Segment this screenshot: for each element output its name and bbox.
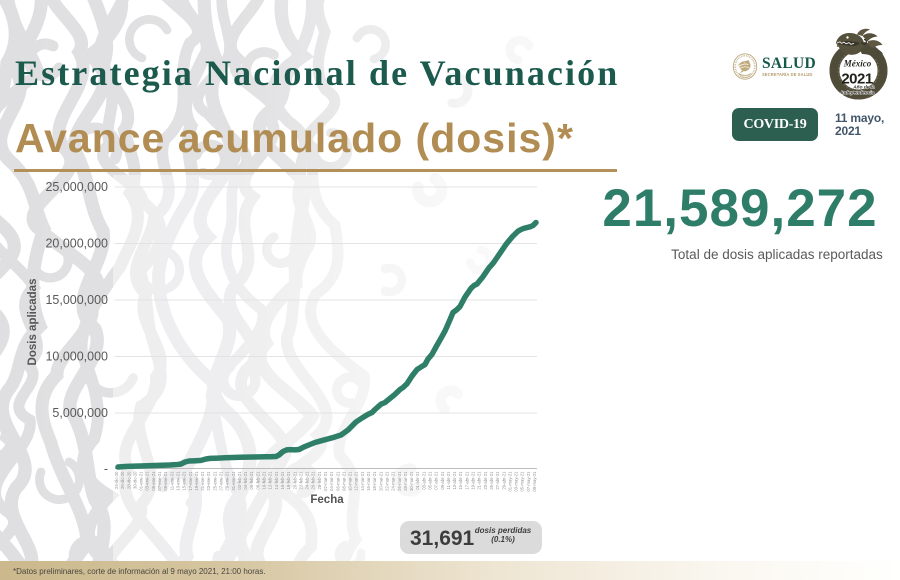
svg-text:04-mar-21: 04-mar-21 [329,471,334,491]
svg-text:23-ene-21: 23-ene-21 [206,471,211,491]
svg-text:22-mar-21: 22-mar-21 [385,471,390,491]
svg-text:15-ene-21: 15-ene-21 [182,471,187,491]
svg-text:02-mar-21: 02-mar-21 [323,471,328,491]
svg-text:07-abr-21: 07-abr-21 [434,471,439,490]
svg-text:19-abr-21: 19-abr-21 [471,471,476,490]
svg-text:02-feb-21: 02-feb-21 [237,471,242,490]
svg-text:20-mar-21: 20-mar-21 [378,471,383,491]
svg-text:06-mar-21: 06-mar-21 [335,471,340,491]
svg-text:17-ene-21: 17-ene-21 [188,471,193,491]
svg-text:Dosis aplicadas: Dosis aplicadas [27,279,39,366]
svg-text:11-abr-21: 11-abr-21 [446,471,451,490]
svg-text:20,000,000: 20,000,000 [45,237,108,251]
svg-text:19-ene-21: 19-ene-21 [194,471,199,491]
svg-text:15,000,000: 15,000,000 [45,293,108,307]
svg-text:22-feb-21: 22-feb-21 [298,471,303,490]
svg-text:30-mar-21: 30-mar-21 [409,471,414,491]
svg-text:01-abr-21: 01-abr-21 [415,471,420,490]
svg-text:03-ene-21: 03-ene-21 [145,471,150,491]
svg-text:31-ene-21: 31-ene-21 [231,471,236,491]
svg-text:Fecha: Fecha [310,494,344,506]
svg-text:México: México [843,59,872,69]
svg-text:10-feb-21: 10-feb-21 [262,471,267,490]
svg-text:13-abr-21: 13-abr-21 [452,471,457,490]
svg-text:15-abr-21: 15-abr-21 [458,471,463,490]
svg-text:27-ene-21: 27-ene-21 [219,471,224,491]
svg-text:29-abr-21: 29-abr-21 [501,471,506,490]
svg-text:12-mar-21: 12-mar-21 [354,471,359,491]
svg-text:26-mar-21: 26-mar-21 [397,471,402,491]
svg-text:27-abr-21: 27-abr-21 [495,471,500,490]
svg-text:16-feb-21: 16-feb-21 [280,471,285,490]
svg-text:13-ene-21: 13-ene-21 [176,471,181,491]
svg-text:16-mar-21: 16-mar-21 [366,471,371,491]
svg-text:04-feb-21: 04-feb-21 [243,471,248,490]
svg-text:25,000,000: 25,000,000 [45,180,108,194]
svg-text:03-may-21: 03-may-21 [514,471,519,492]
svg-text:23-abr-21: 23-abr-21 [483,471,488,490]
svg-text:24-feb-21: 24-feb-21 [305,471,310,490]
svg-text:14-mar-21: 14-mar-21 [360,471,365,491]
svg-text:14-feb-21: 14-feb-21 [274,471,279,490]
svg-text:05-ene-21: 05-ene-21 [151,471,156,491]
svg-text:Año de la: Año de la [852,85,875,91]
svg-text:2021: 2021 [841,71,873,88]
svg-text:08-mar-21: 08-mar-21 [341,471,346,491]
svg-text:29-ene-21: 29-ene-21 [225,471,230,491]
svg-text:18-mar-21: 18-mar-21 [372,471,377,491]
svg-text:01-ene-21: 01-ene-21 [139,471,144,491]
svg-text:09-may-21: 09-may-21 [532,471,537,492]
svg-text:-: - [104,462,108,476]
svg-text:03-abr-21: 03-abr-21 [421,471,426,490]
svg-text:25-ene-21: 25-ene-21 [212,471,217,491]
svg-text:09-abr-21: 09-abr-21 [440,471,445,490]
svg-text:21-ene-21: 21-ene-21 [200,471,205,491]
svg-text:24-mar-21: 24-mar-21 [391,471,396,491]
svg-text:20-feb-21: 20-feb-21 [292,471,297,490]
svg-text:26-feb-21: 26-feb-21 [311,471,316,490]
svg-text:30-dic-20: 30-dic-20 [132,471,137,489]
svg-text:06-feb-21: 06-feb-21 [249,471,254,490]
svg-text:25-abr-21: 25-abr-21 [489,471,494,490]
svg-text:11-ene-21: 11-ene-21 [169,471,174,490]
svg-text:28-feb-21: 28-feb-21 [317,471,322,490]
svg-text:28-mar-21: 28-mar-21 [403,471,408,491]
svg-text:10-mar-21: 10-mar-21 [348,471,353,491]
svg-text:5,000,000: 5,000,000 [52,406,108,420]
svg-text:Independencia: Independencia [841,90,875,96]
svg-text:24-dic-20: 24-dic-20 [114,471,119,489]
svg-text:07-may-21: 07-may-21 [526,471,531,492]
svg-text:08-feb-21: 08-feb-21 [255,471,260,490]
svg-text:21-abr-21: 21-abr-21 [477,471,482,490]
svg-text:05-abr-21: 05-abr-21 [428,471,433,490]
svg-text:26-dic-20: 26-dic-20 [120,471,125,489]
svg-text:05-may-21: 05-may-21 [520,471,525,492]
svg-text:18-feb-21: 18-feb-21 [286,471,291,490]
svg-text:12-feb-21: 12-feb-21 [268,471,273,490]
svg-text:28-dic-20: 28-dic-20 [126,471,131,489]
svg-text:07-ene-21: 07-ene-21 [157,471,162,491]
svg-text:17-abr-21: 17-abr-21 [464,471,469,490]
svg-text:10,000,000: 10,000,000 [45,350,108,364]
svg-text:09-ene-21: 09-ene-21 [163,471,168,491]
svg-text:01-may-21: 01-may-21 [507,471,512,492]
